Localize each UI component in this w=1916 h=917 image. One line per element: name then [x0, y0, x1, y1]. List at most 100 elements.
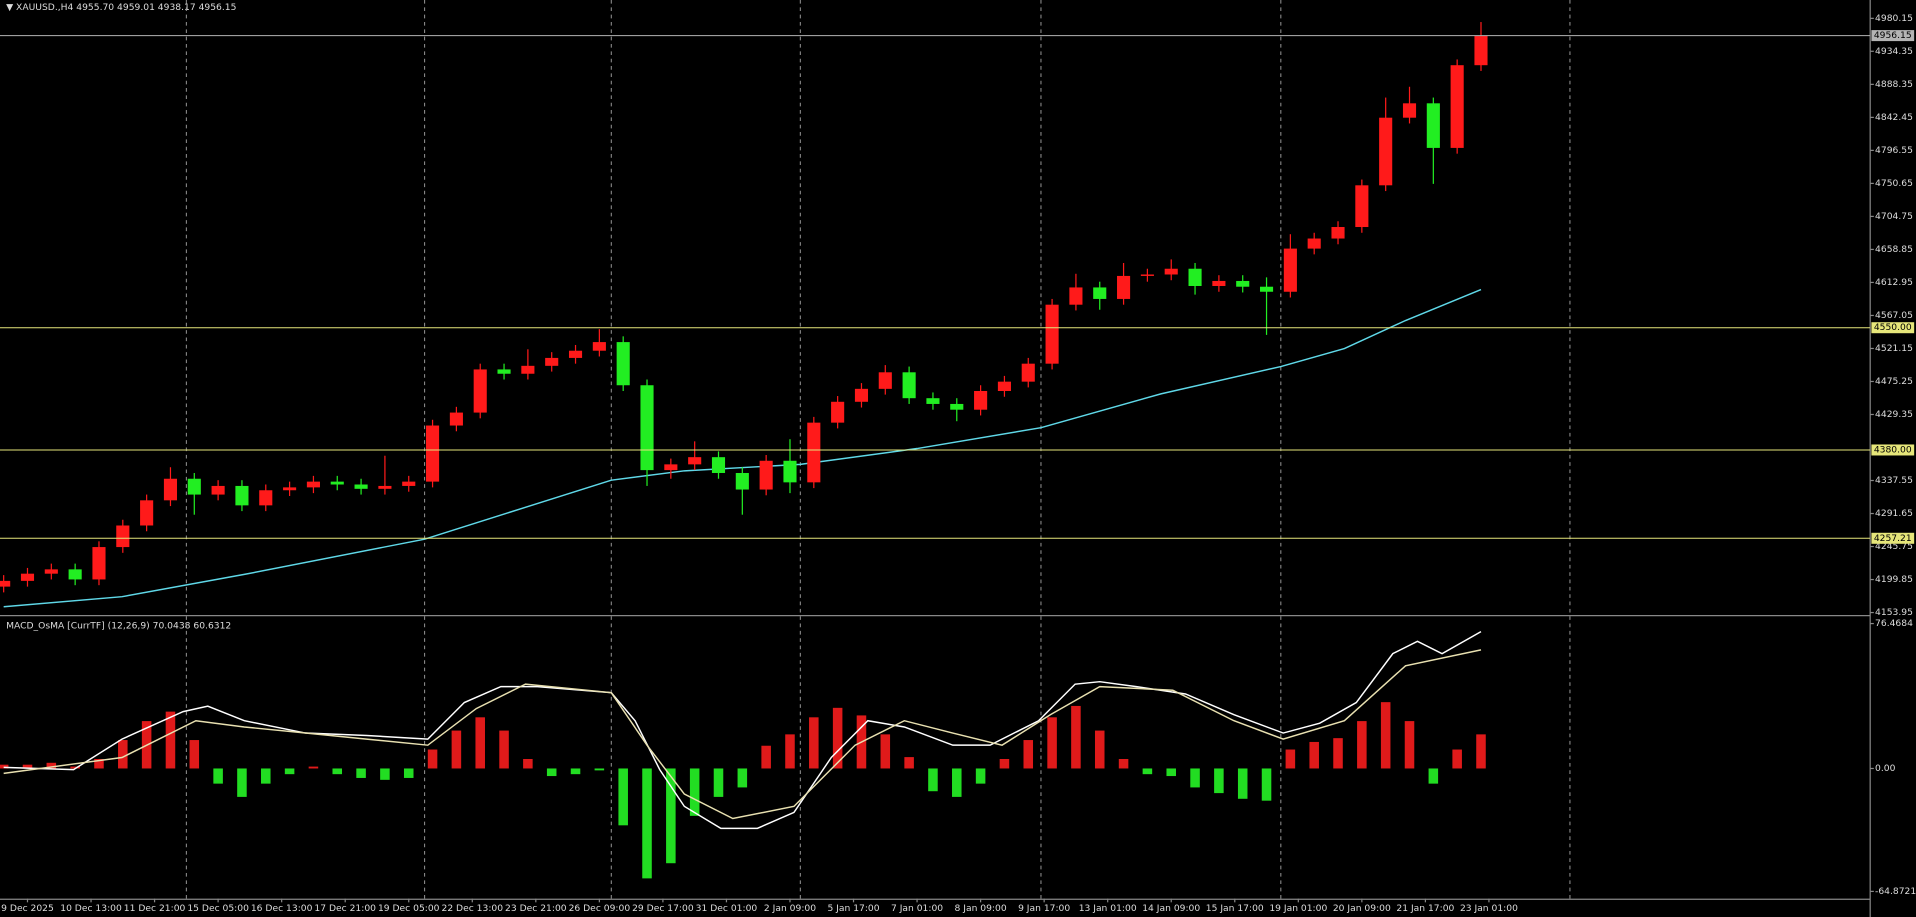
x-tick-label: 10 Dec 13:00 [60, 903, 122, 914]
price-level-tag [1871, 444, 1915, 456]
histogram-bar [284, 768, 295, 775]
candle-body [854, 388, 869, 402]
histogram-bar [1380, 702, 1391, 769]
candle-body [1426, 103, 1440, 148]
candle-body [449, 412, 463, 426]
histogram-bar [237, 768, 247, 797]
histogram-bar [1214, 768, 1224, 794]
candle-body [306, 481, 320, 488]
candle-body [950, 403, 964, 410]
candle-body [1021, 363, 1035, 382]
candle-body [1402, 103, 1417, 118]
histogram-bar [213, 768, 223, 784]
candle-body [807, 422, 821, 483]
candle-body [735, 472, 749, 490]
histogram-bar [475, 717, 485, 769]
histogram-bar [1357, 721, 1367, 769]
y-tick-label: 4429.35 [1875, 409, 1913, 420]
y-tick-label: 4980.15 [1875, 13, 1913, 24]
x-tick-label: 19 Jan 01:00 [1269, 903, 1327, 914]
candle-body [902, 372, 916, 399]
indicator-title: MACD_OsMA [CurrTF] (12,26,9) 70.0438 60.… [6, 621, 231, 632]
histogram-bar [427, 749, 438, 769]
histogram-bar [332, 768, 343, 775]
histogram-bar [1023, 740, 1034, 769]
y-tick-label: 4658.85 [1875, 244, 1913, 255]
candle-body [568, 350, 583, 358]
price-level-label: 4550.00 [1874, 322, 1912, 333]
candle-body [640, 385, 654, 471]
histogram-bar [356, 768, 366, 778]
histogram-bar [0, 764, 9, 769]
histogram-bar [165, 711, 176, 769]
histogram-bar [1309, 741, 1319, 769]
candle-body [235, 485, 249, 506]
histogram-bar [189, 740, 200, 769]
histogram-bar [1094, 730, 1105, 769]
candle-body [926, 398, 940, 404]
histogram-bar [94, 759, 104, 769]
price-level-tag [1871, 322, 1915, 334]
histogram-bar [1237, 768, 1248, 799]
histogram-bar [118, 740, 128, 769]
histogram-bar [1142, 768, 1153, 775]
y-tick-label: 4199.85 [1875, 574, 1913, 585]
x-tick-label: 13 Jan 01:00 [1079, 903, 1137, 914]
y-tick-label: 4337.55 [1875, 475, 1913, 486]
candle-body [1069, 287, 1083, 305]
histogram-bar [523, 759, 533, 769]
candle-body [831, 401, 845, 423]
x-tick-label: 19 Dec 05:00 [378, 903, 440, 914]
histogram-bar [1261, 768, 1272, 801]
candle-body [211, 485, 225, 495]
x-tick-label: 22 Dec 13:00 [441, 903, 503, 914]
y-tick-label: 4612.95 [1875, 277, 1913, 288]
y-tick-label: 4796.55 [1875, 145, 1913, 156]
x-tick-label: 23 Dec 21:00 [505, 903, 567, 914]
x-tick-label: 8 Jan 09:00 [955, 903, 1007, 914]
candle-body [68, 569, 82, 580]
x-tick-label: 9 Jan 17:00 [1018, 903, 1070, 914]
price-level-label: 4257.21 [1874, 533, 1912, 544]
histogram-bar [1118, 759, 1129, 769]
candle-body [664, 464, 678, 471]
candle-body [1474, 35, 1488, 66]
histogram-bar [1047, 717, 1057, 769]
histogram-bar [666, 768, 676, 864]
histogram-bar [737, 768, 748, 788]
histogram-bar [570, 768, 581, 775]
candle-body [426, 425, 440, 482]
histogram-bar [499, 730, 509, 769]
candle-body [1093, 287, 1107, 299]
candle-body [878, 372, 892, 389]
candle-body [140, 500, 154, 526]
line-series [3, 288, 1482, 608]
y-tick-label: 4842.45 [1875, 112, 1913, 123]
candle-body [545, 357, 559, 366]
histogram-bar [1285, 749, 1296, 769]
candle-body [997, 381, 1011, 392]
candle-body [92, 547, 106, 580]
histogram-bar [1166, 768, 1176, 777]
candle-body [1379, 117, 1393, 186]
candle-body [330, 481, 344, 485]
price-level-tag [1871, 532, 1915, 544]
x-tick-label: 20 Jan 09:00 [1333, 903, 1391, 914]
histogram-bar [451, 730, 462, 769]
candle-body [1236, 280, 1250, 287]
x-tick-label: 29 Dec 17:00 [632, 903, 694, 914]
x-tick-label: 15 Jan 17:00 [1206, 903, 1264, 914]
x-tick-label: 15 Dec 05:00 [187, 903, 249, 914]
price-level-label: 4956.15 [1874, 30, 1912, 41]
histogram-bar [594, 768, 605, 771]
histogram-bar [403, 768, 414, 778]
histogram-bar [1071, 705, 1081, 769]
y-tick-label: 76.4684 [1875, 618, 1913, 629]
candle-body [1355, 185, 1369, 228]
candle-body [163, 478, 178, 501]
histogram-bar [308, 766, 319, 769]
candle-body [1164, 268, 1178, 275]
y-tick-label: 4750.65 [1875, 178, 1913, 189]
candle-body [616, 342, 630, 386]
